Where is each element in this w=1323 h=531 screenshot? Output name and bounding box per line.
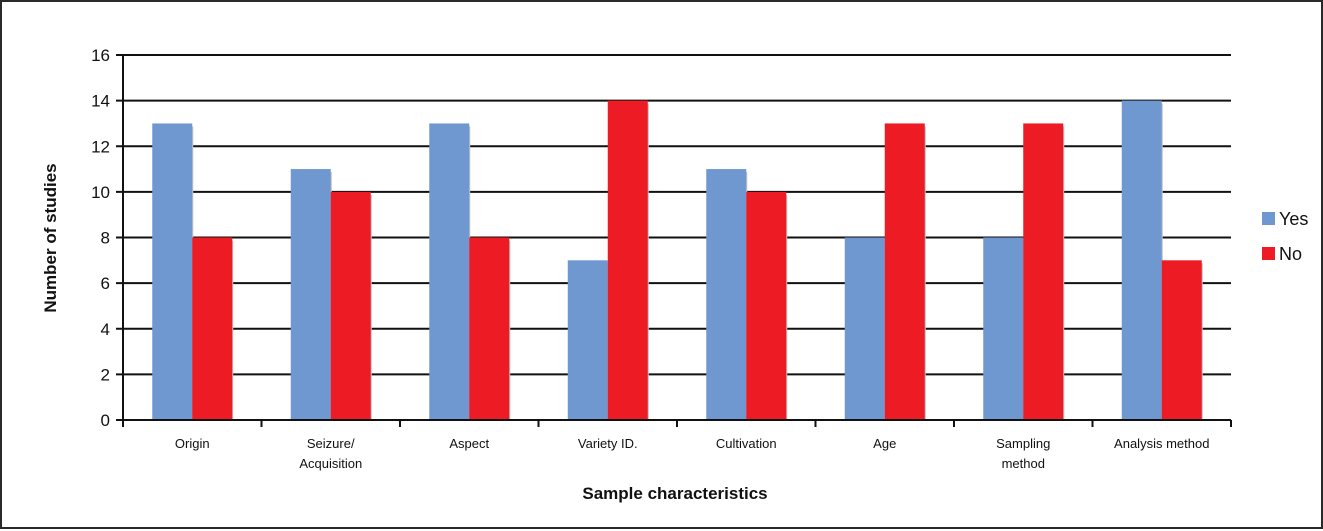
y-tick-label: 4 xyxy=(101,320,110,339)
legend-swatch-no xyxy=(1262,247,1275,260)
y-tick-label: 12 xyxy=(91,137,110,156)
gridlines xyxy=(123,54,1231,376)
x-tick-label: Sampling xyxy=(996,436,1050,451)
bar-no xyxy=(330,191,371,420)
bar-yes xyxy=(429,123,470,420)
legend: Yes No xyxy=(1262,209,1308,264)
x-tick-label: Aspect xyxy=(449,436,489,451)
x-tick-label: Age xyxy=(873,436,896,451)
bar-no xyxy=(884,123,925,420)
x-tick-label: Analysis method xyxy=(1114,436,1209,451)
bar-no xyxy=(192,237,233,420)
bar-no xyxy=(746,191,787,420)
bar-yes xyxy=(1121,100,1162,420)
legend-label-yes: Yes xyxy=(1279,209,1308,229)
x-tick-label: Acquisition xyxy=(299,456,362,471)
bar-yes xyxy=(567,260,608,420)
tick-labels: 0 2 4 6 8 10 12 14 16 Origin Seizure/Acquisition As… xyxy=(91,46,1209,471)
x-axis-title: Sample characteristics xyxy=(582,484,767,503)
bar-no xyxy=(1161,260,1202,420)
y-tick-label: 16 xyxy=(91,46,110,65)
y-tick-label: 8 xyxy=(101,229,110,248)
x-tick-label: method xyxy=(1002,456,1045,471)
bar-yes xyxy=(983,237,1024,420)
y-tick-label: 10 xyxy=(91,183,110,202)
x-tick-label: Origin xyxy=(175,436,210,451)
y-tick-label: 2 xyxy=(101,365,110,384)
bar-no xyxy=(607,100,648,420)
y-tick-label: 0 xyxy=(101,411,110,430)
bar-yes xyxy=(844,237,885,420)
y-tick-label: 14 xyxy=(91,92,110,111)
legend-swatch-yes xyxy=(1262,212,1275,225)
bar-no xyxy=(469,237,510,420)
bar-yes xyxy=(152,123,193,420)
legend-label-no: No xyxy=(1279,244,1302,264)
x-tick-label: Seizure/ xyxy=(307,436,355,451)
bar-no xyxy=(1023,123,1064,420)
y-tick-label: 6 xyxy=(101,274,110,293)
x-tick-label: Variety ID. xyxy=(578,436,638,451)
axes xyxy=(116,54,1232,427)
bar-yes xyxy=(290,169,331,420)
bars xyxy=(152,100,1203,420)
bar-yes xyxy=(706,169,747,420)
x-tick-label: Cultivation xyxy=(716,436,777,451)
y-axis-title: Number of studies xyxy=(41,163,60,312)
